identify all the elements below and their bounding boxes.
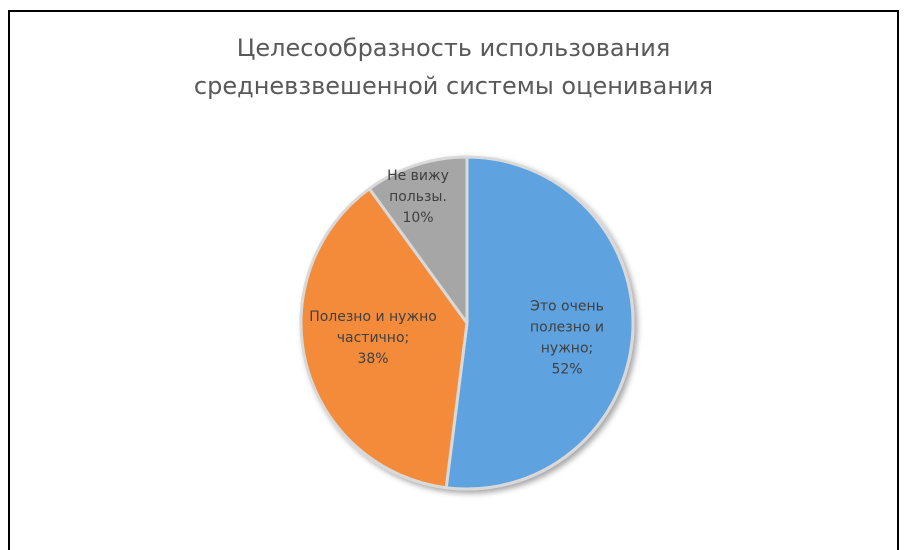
data-label-line: 52% — [551, 362, 582, 378]
data-label-very-useful: Это очень полезно и нужно; 52% — [530, 299, 604, 378]
pie-chart: Это очень полезно и нужно; 52% Полезно и нуж… — [299, 155, 635, 491]
data-label-line: Полезно и нужно — [309, 309, 437, 325]
data-label-line: 38% — [357, 351, 388, 367]
pie-slices — [299, 155, 635, 491]
data-label-line: Не вижу — [387, 168, 449, 184]
chart-title-line-2: средневзвешенной системы оценивания — [193, 72, 714, 100]
slice-partially-useful — [299, 187, 469, 490]
chart-title-line-1: Целесообразность использования — [236, 34, 671, 62]
data-label-line: пользы. — [389, 189, 447, 205]
data-label-line: Это очень — [530, 299, 604, 315]
data-label-line: полезно и — [530, 320, 604, 336]
data-label-no-benefit: Не вижу пользы. 10% — [387, 168, 449, 226]
pie-data-labels: Это очень полезно и нужно; 52% Полезно и нуж… — [309, 168, 604, 378]
data-label-partially-useful: Полезно и нужно частично; 38% — [309, 309, 437, 367]
data-label-line: частично; — [337, 330, 410, 346]
data-label-line: нужно; — [541, 341, 594, 357]
slice-no-benefit — [367, 155, 469, 325]
slice-very-useful — [444, 155, 635, 491]
data-label-line: 10% — [402, 210, 433, 226]
